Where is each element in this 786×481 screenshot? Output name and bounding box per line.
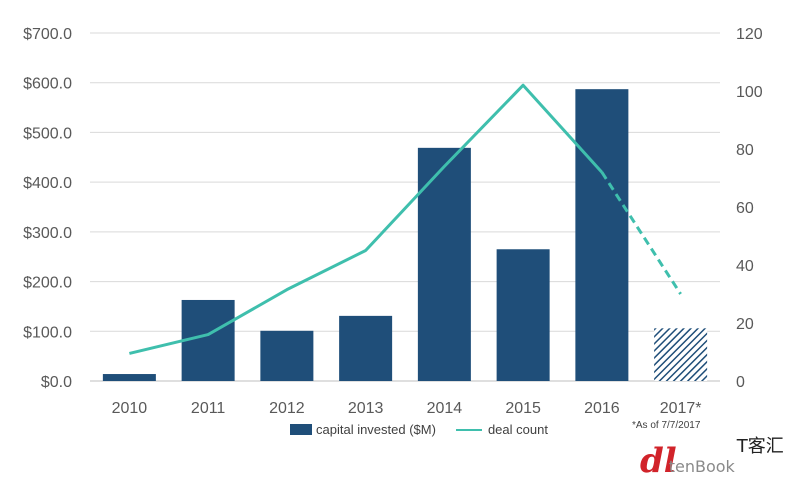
y-left-tick-label: $300.0	[23, 225, 72, 242]
bar	[575, 89, 629, 382]
x-tick-label: 2012	[269, 400, 305, 417]
bar	[417, 147, 471, 381]
legend-swatch-bar	[290, 424, 312, 435]
x-tick-label: 2017*	[660, 400, 702, 417]
footnote: *As of 7/7/2017	[632, 420, 701, 431]
y-right-tick-label: 20	[736, 316, 754, 333]
line-series-dashed	[600, 171, 682, 295]
legend-swatch-line	[455, 428, 482, 431]
y-left-tick-label: $500.0	[23, 125, 72, 142]
legend: capital invested ($M) deal count	[290, 422, 568, 437]
bar	[181, 299, 235, 381]
x-tick-label: 2016	[584, 400, 620, 417]
x-tick-label: 2015	[505, 400, 541, 417]
y-left-tick-label: $0.0	[41, 374, 72, 391]
y-right-tick-label: 0	[736, 374, 745, 391]
bar	[654, 328, 708, 381]
y-right-tick-label: 80	[736, 142, 754, 159]
bar	[102, 374, 156, 381]
legend-item-deals: deal count	[455, 422, 548, 437]
legend-label-capital: capital invested ($M)	[316, 422, 436, 437]
y-left-tick-label: $100.0	[23, 324, 72, 341]
y-left-tick-label: $400.0	[23, 175, 72, 192]
legend-item-capital: capital invested ($M)	[290, 422, 436, 437]
legend-label-deals: deal count	[487, 422, 548, 437]
x-tick-label: 2014	[427, 400, 463, 417]
x-tick-label: 2013	[348, 400, 384, 417]
y-right-tick-label: 120	[736, 26, 763, 43]
y-right-tick-label: 100	[736, 84, 763, 101]
x-tick-label: 2010	[112, 400, 148, 417]
y-right-tick-label: 60	[736, 200, 754, 217]
line-series-solid	[129, 83, 603, 355]
bar	[496, 249, 550, 381]
y-left-tick-label: $700.0	[23, 26, 72, 43]
y-right-tick-label: 40	[736, 258, 754, 275]
bar	[339, 315, 393, 381]
x-tick-label: 2011	[191, 400, 226, 417]
y-left-tick-label: $600.0	[23, 76, 72, 93]
bar	[260, 330, 314, 381]
y-left-tick-label: $200.0	[23, 275, 72, 292]
